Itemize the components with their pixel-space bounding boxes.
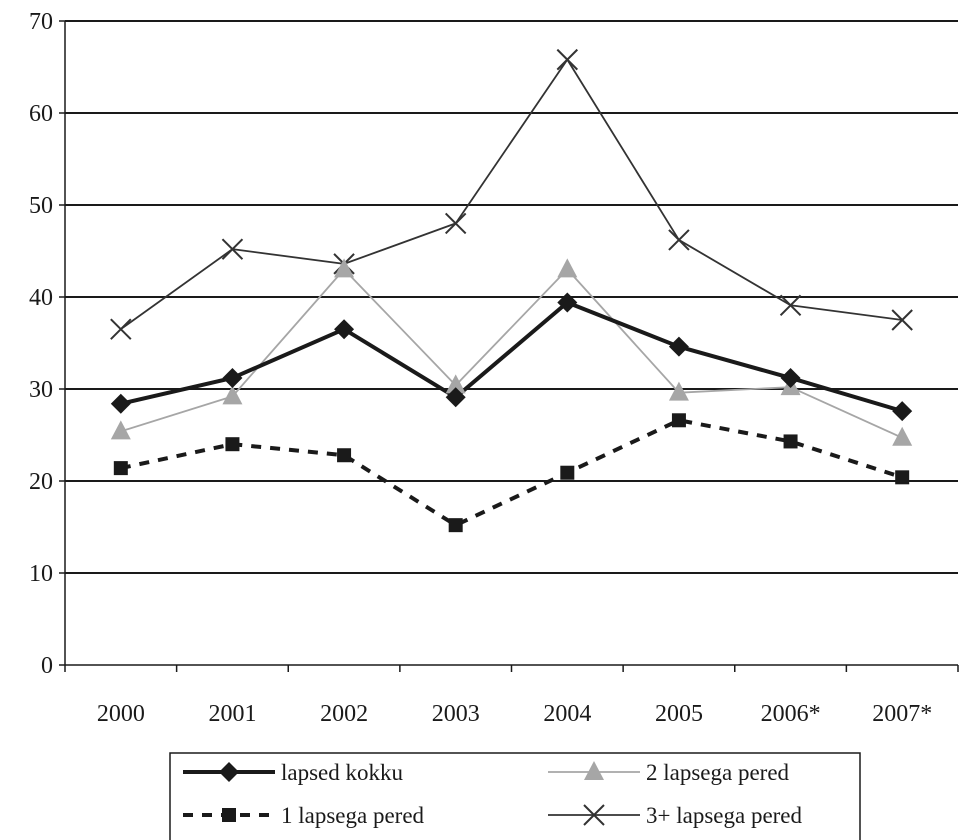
data-point-lapsed-kokku — [110, 393, 131, 414]
x-tick-label: 2003 — [432, 701, 480, 727]
series-line-3-lapsega-pered — [120, 58, 903, 330]
series-line-lapsed-kokku — [120, 300, 903, 413]
data-point-2-lapsega-pered — [222, 385, 243, 405]
data-point-2-lapsega-pered — [557, 258, 578, 278]
x-tick-label: 2002 — [320, 701, 368, 727]
data-point-3-lapsega-pered — [891, 309, 913, 331]
x-tick-label: 2007* — [872, 701, 932, 727]
legend: lapsed kokku 2 lapsega pered 1 lapsega per… — [169, 752, 861, 840]
data-point-1-lapsega-pered — [895, 470, 910, 485]
series-lines — [120, 58, 903, 528]
data-point-2-lapsega-pered — [892, 426, 913, 446]
legend-label-2-lapsega-pered: 2 lapsega pered — [646, 760, 790, 785]
series-line-1-lapsega-pered — [120, 418, 903, 528]
data-point-2-lapsega-pered — [668, 381, 689, 401]
x-tick-label: 2004 — [543, 701, 591, 727]
data-point-1-lapsega-pered — [671, 413, 686, 428]
gridlines — [65, 20, 958, 574]
data-point-lapsed-kokku — [222, 367, 243, 388]
data-point-1-lapsega-pered — [448, 518, 463, 533]
data-point-1-lapsega-pered — [113, 461, 128, 476]
data-point-3-lapsega-pered — [444, 212, 467, 235]
data-point-2-lapsega-pered — [334, 258, 355, 278]
legend-marker-2-lapsega-pered — [584, 761, 604, 780]
y-tick-label: 40 — [29, 285, 53, 311]
data-point-2-lapsega-pered — [110, 420, 131, 440]
y-tick-label: 50 — [29, 193, 53, 219]
series-markers — [110, 48, 913, 533]
legend-marker-1-lapsega-pered — [222, 808, 236, 822]
legend-marker-3-lapsega-pered — [583, 804, 605, 826]
data-point-1-lapsega-pered — [225, 437, 240, 452]
data-point-1-lapsega-pered — [560, 465, 575, 480]
data-point-3-lapsega-pered — [779, 294, 802, 316]
legend-label-3-lapsega-pered: 3+ lapsega pered — [646, 803, 803, 828]
data-point-3-lapsega-pered — [110, 318, 132, 340]
data-point-3-lapsega-pered — [668, 229, 690, 251]
data-point-lapsed-kokku — [334, 319, 355, 340]
data-point-3-lapsega-pered — [221, 238, 244, 260]
data-point-lapsed-kokku — [668, 336, 689, 357]
y-tick-label: 20 — [29, 469, 53, 495]
y-tick-label: 70 — [29, 9, 53, 35]
series-line-2-lapsega-pered — [120, 268, 903, 439]
y-tick-label: 0 — [41, 653, 53, 679]
data-point-1-lapsega-pered — [783, 434, 798, 449]
x-tick-label: 2005 — [655, 701, 703, 727]
data-point-lapsed-kokku — [780, 367, 801, 388]
legend-marker-lapsed-kokku — [219, 762, 239, 782]
legend-label-1-lapsega-pered: 1 lapsega pered — [281, 803, 425, 828]
data-point-2-lapsega-pered — [445, 374, 466, 394]
legend-label-lapsed-kokku: lapsed kokku — [281, 760, 404, 785]
data-point-1-lapsega-pered — [337, 448, 352, 463]
y-tick-label: 10 — [29, 561, 53, 587]
x-tick-label: 2000 — [97, 701, 145, 727]
x-tick-label: 2001 — [208, 701, 256, 727]
data-point-lapsed-kokku — [557, 292, 578, 313]
legend-box — [169, 752, 861, 840]
data-point-lapsed-kokku — [892, 401, 913, 422]
data-point-3-lapsega-pered — [556, 48, 579, 71]
x-tick-label: 2006* — [761, 701, 821, 727]
axes: 0 10 20 30 40 50 60 70 2000 2001 2002 2003 2004 2005 2… — [29, 9, 959, 727]
y-tick-label: 60 — [29, 101, 53, 127]
y-tick-label: 30 — [29, 377, 53, 403]
data-point-lapsed-kokku — [445, 387, 466, 408]
